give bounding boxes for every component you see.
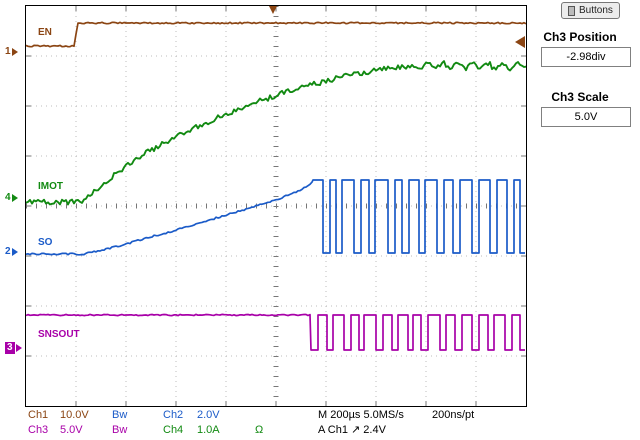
ch4-scale-readout: 1.0A (197, 424, 220, 436)
buttons-icon (568, 5, 575, 16)
waveform-display: EN IMOT SO SNSOUT (25, 5, 527, 407)
waveform-svg (26, 6, 526, 406)
ch3-label: Ch3 (28, 424, 49, 436)
ch1-label: Ch1 (28, 409, 49, 421)
timebase-readout: M 200µs 5.0MS/s (318, 409, 404, 421)
ch4-label: Ch4 (163, 424, 184, 436)
ch2-label: Ch2 (163, 409, 184, 421)
trigger-position-marker (269, 6, 277, 14)
ch3-scale-title: Ch3 Scale (551, 90, 609, 104)
buttons-button[interactable]: Buttons (561, 2, 620, 19)
ch2-scale-readout: 2.0V (197, 409, 220, 421)
buttons-label: Buttons (579, 5, 613, 16)
ch3-scale-value: 5.0V (574, 111, 598, 123)
channel-4-marker: 4 (5, 191, 18, 205)
channel-1-marker: 1 (5, 45, 18, 59)
trace-label-so: SO (38, 237, 53, 248)
ch3-position-value-box: -2.98div (541, 47, 631, 67)
trace-label-imot: IMOT (38, 181, 63, 192)
ch3-scale-readout: 5.0V (60, 424, 83, 436)
trigger-level-marker (515, 36, 525, 48)
trace-label-snsout: SNSOUT (38, 329, 80, 340)
ch3-scale-value-box: 5.0V (541, 107, 631, 127)
resolution-readout: 200ns/pt (432, 409, 475, 421)
ch3-position-value: -2.98div (566, 51, 606, 63)
trigger-readout: A Ch1 ↗ 2.4V (318, 424, 386, 436)
ch1-bw-indicator: Bw (112, 409, 128, 421)
trace-snsout (26, 313, 525, 351)
ch1-scale-readout: 10.0V (60, 409, 89, 421)
ch3-position-title: Ch3 Position (543, 30, 617, 44)
ch4-coupling-indicator: Ω (255, 424, 264, 436)
trace-imot (26, 60, 526, 206)
channel-3-marker: 3 (5, 341, 22, 355)
trace-so (26, 179, 525, 256)
trace-en (26, 21, 526, 48)
channel-2-marker: 2 (5, 245, 18, 259)
trace-label-en: EN (38, 27, 52, 38)
ch3-bw-indicator: Bw (112, 424, 128, 436)
